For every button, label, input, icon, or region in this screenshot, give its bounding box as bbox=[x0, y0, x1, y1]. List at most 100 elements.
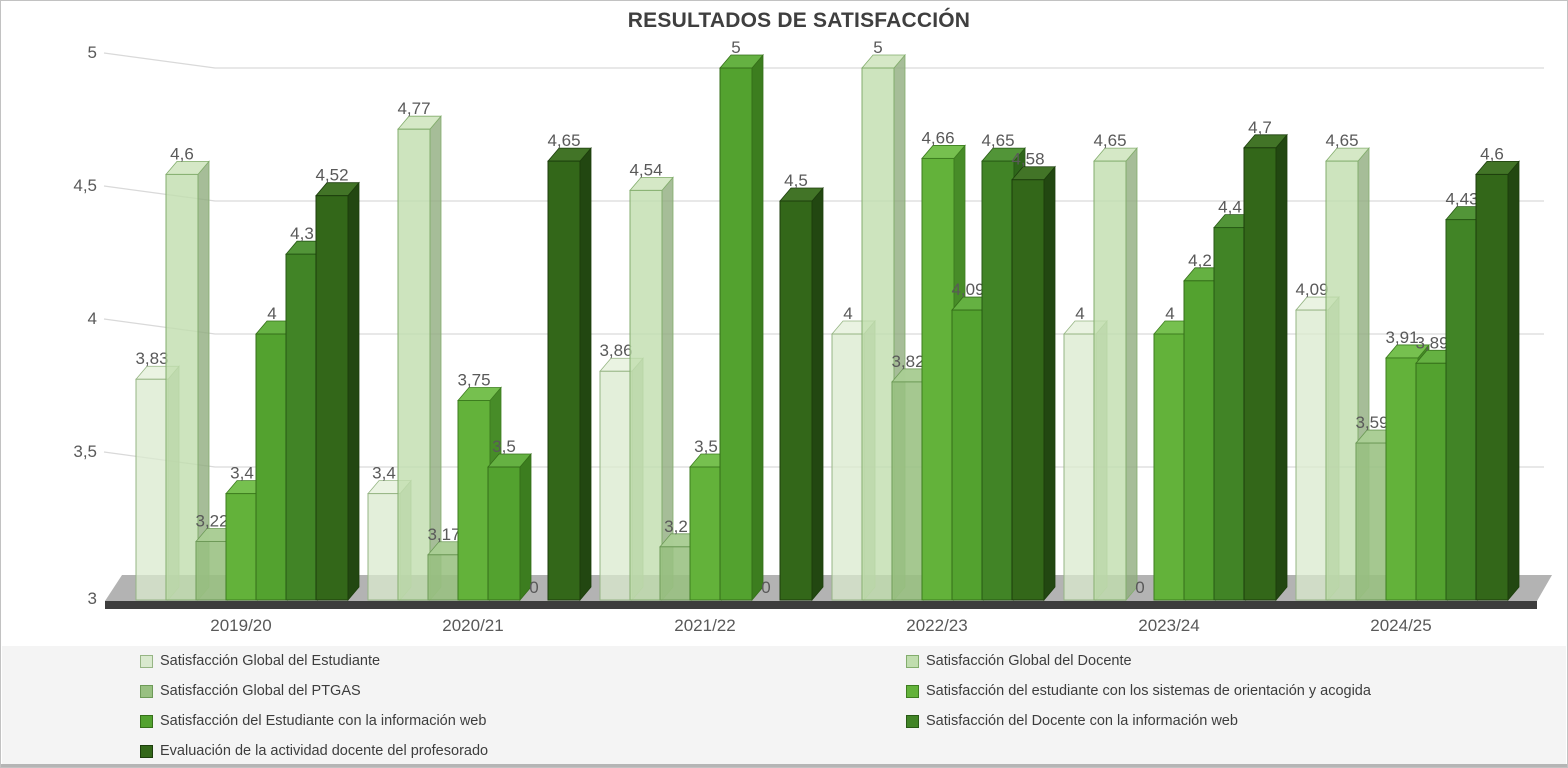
bar-front-face bbox=[1355, 442, 1389, 601]
bar-value-label: 4 bbox=[267, 304, 276, 323]
bar-value-label: 5 bbox=[873, 38, 882, 57]
bar-front-face bbox=[255, 333, 289, 601]
bar[interactable] bbox=[547, 147, 592, 602]
legend: Satisfacción Global del Estudiante Satisf… bbox=[2, 646, 1566, 764]
bar-front-face bbox=[457, 400, 491, 601]
bar[interactable] bbox=[1011, 165, 1056, 602]
bar-value-label: 4,65 bbox=[981, 131, 1014, 150]
category-label: 2021/22 bbox=[674, 616, 735, 635]
bar-value-label: 3,82 bbox=[891, 352, 924, 371]
bar-value-label: 5 bbox=[731, 38, 740, 57]
legend-label: Satisfacción Global del Docente bbox=[926, 653, 1132, 669]
y-axis-tick-label: 4,5 bbox=[73, 176, 97, 195]
bar-front-face bbox=[1213, 227, 1247, 601]
bar-value-label: 3,17 bbox=[427, 525, 460, 544]
bar[interactable] bbox=[1475, 160, 1520, 602]
bar[interactable] bbox=[1325, 147, 1370, 602]
legend-item[interactable]: Evaluación de la actividad docente del p… bbox=[140, 740, 488, 762]
legend-label: Satisfacción Global del Estudiante bbox=[160, 653, 381, 669]
legend-label: Evaluación de la actividad docente del p… bbox=[160, 743, 489, 759]
bar-front-face bbox=[861, 67, 895, 601]
bar-front-face bbox=[1243, 147, 1277, 601]
bar[interactable] bbox=[719, 53, 764, 602]
legend-item[interactable]: Satisfacción del estudiante con los sist… bbox=[906, 680, 1371, 702]
legend-swatch bbox=[140, 714, 153, 728]
legend-item[interactable]: Satisfacción Global del Docente bbox=[906, 650, 1132, 672]
legend-label: Satisfacción del estudiante con los sist… bbox=[926, 683, 1371, 699]
bar-value-label: 3,59 bbox=[1355, 413, 1388, 432]
bar-value-label: 4,3 bbox=[290, 224, 314, 243]
bar-front-face bbox=[487, 466, 521, 601]
bar[interactable] bbox=[397, 115, 442, 602]
legend-item[interactable]: Satisfacción Global del PTGAS bbox=[140, 680, 361, 702]
bar[interactable] bbox=[487, 452, 532, 602]
bar-side-face bbox=[1507, 160, 1520, 602]
bar-value-label: 4,65 bbox=[1093, 131, 1126, 150]
bar[interactable] bbox=[315, 181, 360, 602]
bar-value-label: 4,09 bbox=[951, 280, 984, 299]
bar-value-label: 4 bbox=[1075, 304, 1084, 323]
bar-value-label: 3,75 bbox=[457, 371, 490, 390]
bar-front-face bbox=[779, 200, 813, 601]
bar-front-face bbox=[547, 160, 581, 601]
bar-front-face bbox=[951, 309, 985, 601]
legend-swatch bbox=[140, 684, 153, 698]
bar-value-label: 4 bbox=[843, 304, 852, 323]
bar-front-face bbox=[629, 189, 663, 601]
chart-floor-edge bbox=[105, 601, 1537, 609]
bar-value-label: 3,5 bbox=[694, 437, 718, 456]
bar-side-face bbox=[811, 186, 824, 602]
bar-value-label: 0 bbox=[529, 578, 538, 597]
bar-value-label: 0 bbox=[761, 578, 770, 597]
bar-value-label: 0 bbox=[1135, 578, 1144, 597]
bar-front-face bbox=[1415, 362, 1449, 601]
legend-label: Satisfacción del Estudiante con la infor… bbox=[160, 713, 487, 729]
bar-value-label: 4,65 bbox=[547, 131, 580, 150]
bar-front-face bbox=[689, 466, 723, 601]
bar-side-face bbox=[347, 181, 360, 602]
bar-front-face bbox=[831, 333, 865, 601]
bar-front-face bbox=[1475, 173, 1509, 601]
bar[interactable] bbox=[629, 176, 674, 602]
y-axis-tick-label: 3 bbox=[88, 589, 97, 608]
legend-label: Satisfacción del Docente con la informac… bbox=[926, 713, 1238, 729]
bar[interactable] bbox=[1243, 133, 1288, 602]
bar[interactable] bbox=[861, 53, 906, 602]
bar-front-face bbox=[1153, 333, 1187, 601]
bar-front-face bbox=[195, 540, 229, 601]
bar-value-label: 4,09 bbox=[1295, 280, 1328, 299]
bar-value-label: 4,58 bbox=[1011, 150, 1044, 169]
bar-value-label: 4,2 bbox=[1188, 251, 1212, 270]
legend-label: Satisfacción Global del PTGAS bbox=[160, 683, 361, 699]
bar-value-label: 4 bbox=[1165, 304, 1174, 323]
y-axis-tick-label: 4 bbox=[88, 309, 97, 328]
bar-front-face bbox=[285, 253, 319, 601]
bar-value-label: 4,54 bbox=[629, 160, 662, 179]
legend-item[interactable]: Satisfacción del Estudiante con la infor… bbox=[140, 710, 486, 732]
bar-front-face bbox=[1385, 357, 1419, 601]
bar-front-face bbox=[315, 195, 349, 601]
legend-item[interactable]: Satisfacción del Docente con la informac… bbox=[906, 710, 1238, 732]
y-axis-tick-label: 3,5 bbox=[73, 442, 97, 461]
category-label: 2019/20 bbox=[210, 616, 271, 635]
legend-item[interactable]: Satisfacción Global del Estudiante bbox=[140, 650, 380, 672]
bar-value-label: 3,4 bbox=[372, 464, 396, 483]
bar-front-face bbox=[981, 160, 1015, 601]
bar-value-label: 4,6 bbox=[1480, 144, 1504, 163]
bar-value-label: 3,22 bbox=[195, 511, 228, 530]
y-axis-tick-label: 5 bbox=[88, 43, 97, 62]
gridline bbox=[103, 52, 1544, 69]
bar-value-label: 3,86 bbox=[599, 341, 632, 360]
bar[interactable] bbox=[779, 186, 824, 602]
bar-side-face bbox=[1043, 165, 1056, 602]
bar[interactable] bbox=[165, 160, 210, 602]
bar-front-face bbox=[719, 67, 753, 601]
bar-value-label: 4,6 bbox=[170, 144, 194, 163]
bar-front-face bbox=[1325, 160, 1359, 601]
bar-value-label: 3,89 bbox=[1415, 333, 1448, 352]
bar[interactable] bbox=[1093, 147, 1138, 602]
category-label: 2024/25 bbox=[1370, 616, 1431, 635]
bar-side-face bbox=[579, 147, 592, 602]
